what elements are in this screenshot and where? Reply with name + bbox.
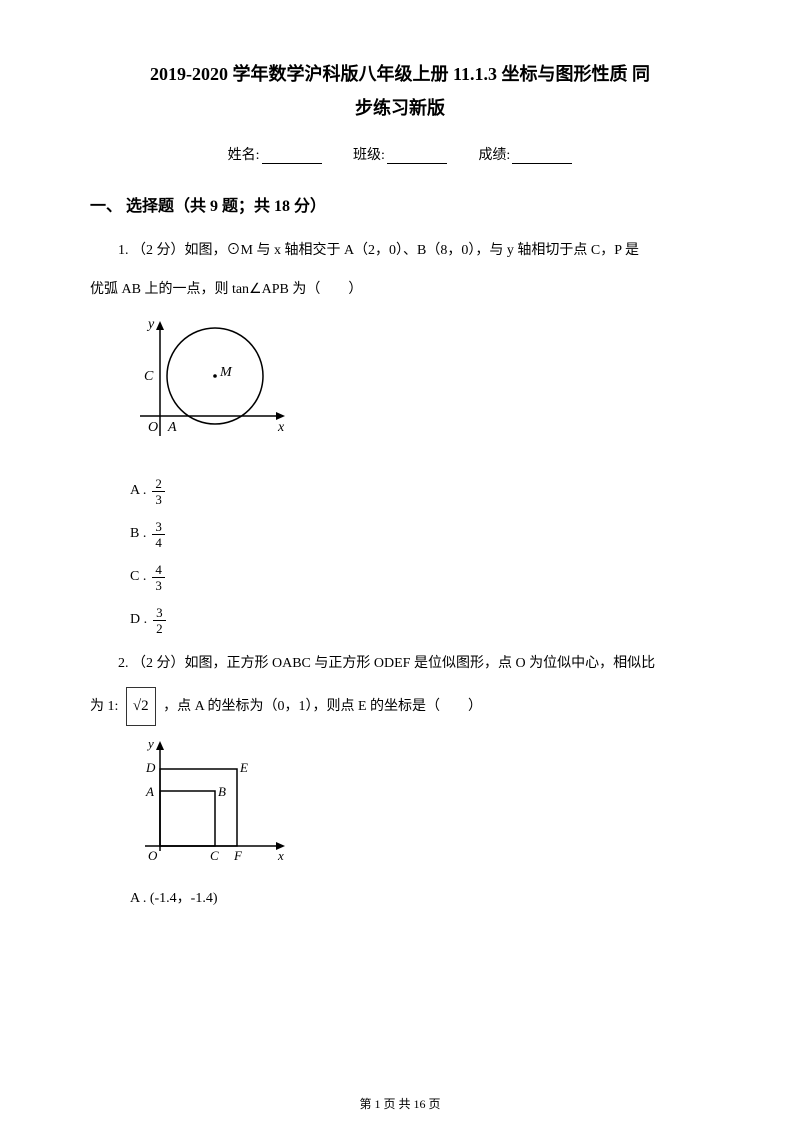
q2-option-a: A . (-1.4，-1.4) [130, 887, 710, 907]
question-2-line1: 2. （2 分）如图，正方形 OABC 与正方形 ODEF 是位似图形，点 O … [90, 649, 710, 680]
svg-text:A: A [145, 784, 154, 799]
figure-2: y x O A B C D E F [130, 736, 710, 871]
fraction: 3 2 [153, 606, 166, 635]
option-label: B . [130, 526, 146, 542]
question-1-line1: 1. （2 分）如图，⊙M 与 x 轴相交于 A（2，0）、B（8，0），与 y… [90, 236, 710, 267]
svg-text:x: x [277, 420, 285, 435]
option-label: A . [130, 483, 146, 499]
class-blank [387, 150, 447, 164]
title-line-2: 步练习新版 [90, 94, 710, 120]
name-blank [262, 150, 322, 164]
svg-text:F: F [233, 848, 243, 863]
fraction: 4 3 [152, 563, 165, 592]
score-label: 成绩: [478, 148, 510, 163]
page-footer: 第 1 页 共 16 页 [0, 1095, 800, 1112]
option-label: D . [130, 612, 147, 628]
svg-text:x: x [277, 848, 284, 863]
student-info-row: 姓名: 班级: 成绩: [90, 144, 710, 164]
svg-text:B: B [218, 784, 226, 799]
score-blank [512, 150, 572, 164]
svg-text:O: O [148, 420, 158, 435]
title-line-1: 2019-2020 学年数学沪科版八年级上册 11.1.3 坐标与图形性质 同 [90, 60, 710, 86]
q1-option-b: B . 3 4 [130, 520, 710, 549]
svg-text:A: A [167, 420, 177, 435]
q1-option-d: D . 3 2 [130, 606, 710, 635]
svg-text:C: C [144, 369, 154, 384]
class-label: 班级: [353, 148, 385, 163]
question-1-line2: 优弧 AB 上的一点，则 tan∠APB 为（ ） [90, 275, 710, 306]
sqrt-box: √2 [126, 687, 156, 726]
question-2-line2: 为 1: √2 ，点 A 的坐标为（0，1），则点 E 的坐标是（ ） [90, 687, 710, 726]
fraction: 3 4 [152, 520, 165, 549]
name-label: 姓名: [228, 148, 260, 163]
svg-text:M: M [219, 365, 233, 380]
figure-1: y x O A C M [130, 316, 710, 461]
q1-option-c: C . 4 3 [130, 563, 710, 592]
svg-text:y: y [146, 317, 155, 332]
option-label: C . [130, 569, 146, 585]
section-header: 一、 选择题（共 9 题；共 18 分） [90, 192, 710, 216]
q1-option-a: A . 2 3 [130, 477, 710, 506]
svg-text:C: C [210, 848, 219, 863]
svg-text:D: D [145, 760, 156, 775]
svg-text:E: E [239, 760, 248, 775]
svg-text:y: y [146, 736, 154, 751]
fraction: 2 3 [152, 477, 165, 506]
svg-text:O: O [148, 848, 158, 863]
